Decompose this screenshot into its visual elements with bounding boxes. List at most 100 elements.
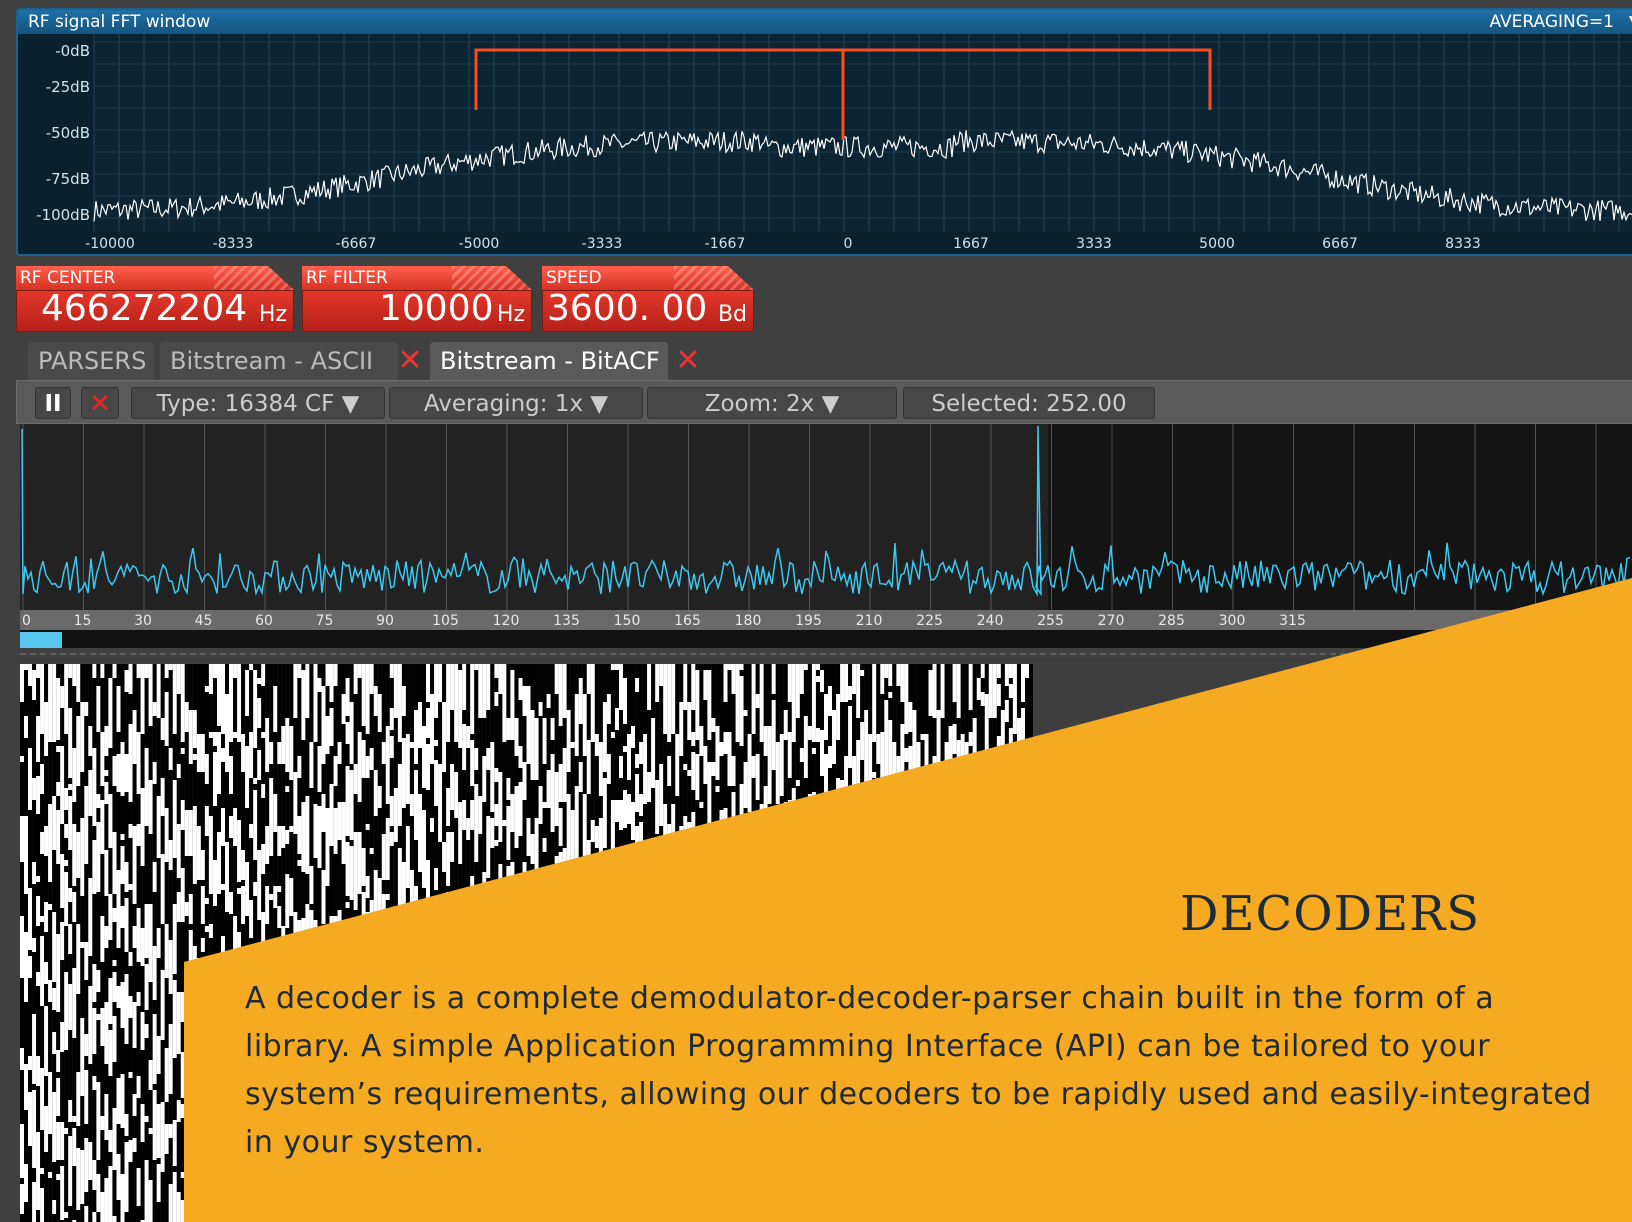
bitmap-cell <box>397 826 402 848</box>
bitmap-cell <box>28 810 32 888</box>
bitmap-cell <box>627 922 631 984</box>
bitmap-cell <box>848 768 853 814</box>
bitmap-cell <box>401 1040 406 1086</box>
bitmap-cell <box>984 864 989 894</box>
bitmap-cell <box>188 1114 193 1168</box>
bitmap-cell <box>731 952 736 966</box>
tab-parsers[interactable]: PARSERS <box>28 342 154 380</box>
bitmap-cell <box>221 998 225 1020</box>
bitmap-cell <box>747 734 752 812</box>
bitmap-cell <box>44 984 49 1006</box>
bitmap-cell <box>357 1110 362 1156</box>
bitmap-cell <box>534 880 539 894</box>
bitmap-cell <box>743 762 748 808</box>
type-dropdown[interactable]: Type: 16384 CF ▼ <box>131 387 385 419</box>
bitmap-cell <box>405 826 410 888</box>
bitmap-cell <box>32 670 37 700</box>
bitmap-cell <box>104 1140 109 1178</box>
tab-bitstream-bitacf[interactable]: Bitstream - BitACF <box>430 342 668 380</box>
bitmap-cell <box>345 902 350 908</box>
bitmap-cell <box>610 854 615 908</box>
bitmap-cell <box>623 1090 627 1136</box>
bitmap-cell <box>365 996 370 1026</box>
bitmap-cell <box>285 792 290 830</box>
bitmap-cell <box>80 896 85 942</box>
stop-button[interactable]: ✕ <box>81 387 119 419</box>
bitmap-cell <box>743 996 748 1002</box>
bitmap-cell <box>92 1054 97 1076</box>
bitmap-cell <box>333 664 338 686</box>
bitmap-cell <box>892 1138 897 1168</box>
bitmap-cell <box>703 664 708 670</box>
bitmap-cell <box>40 1188 45 1222</box>
bitmap-cell <box>385 998 390 1004</box>
rf-center-readout[interactable]: RF CENTER 466272204 Hz <box>16 266 294 332</box>
speed-readout[interactable]: SPEED 3600. 00 Bd <box>542 266 754 332</box>
tab-bitstream-ascii[interactable]: Bitstream - ASCII <box>160 342 398 380</box>
bitmap-cell <box>627 824 631 862</box>
bitmap-cell <box>261 738 266 784</box>
bitmap-cell <box>763 948 768 994</box>
bitmap-cell <box>558 986 563 992</box>
bitmap-cell <box>329 1162 334 1222</box>
bitmap-cell <box>168 994 173 1024</box>
rf-filter-readout[interactable]: RF FILTER 10000 Hz <box>302 266 532 332</box>
bitmap-cell <box>928 1112 933 1118</box>
fft-averaging-dropdown[interactable]: AVERAGING=1 ▼ <box>1489 10 1632 34</box>
pause-button[interactable]: II <box>35 387 71 419</box>
bitmap-cell <box>976 982 981 1012</box>
bitmap-cell <box>996 780 1001 850</box>
bitmap-cell <box>908 1136 913 1198</box>
bitmap-cell <box>602 968 607 1022</box>
bitmap-cell <box>349 936 354 942</box>
bitmap-cell <box>325 1116 330 1130</box>
bitmap-cell <box>538 950 543 956</box>
bitmap-cell <box>635 812 640 826</box>
close-icon[interactable]: ✕ <box>675 343 701 378</box>
bitmap-cell <box>1004 946 1009 1016</box>
bitmap-cell <box>418 794 422 872</box>
bitmap-cell <box>136 992 141 1006</box>
averaging-dropdown[interactable]: Averaging: 1x ▼ <box>389 387 643 419</box>
bitmap-cell <box>132 904 137 926</box>
fft-plot-background <box>94 34 1632 232</box>
bitmap-cell <box>385 900 390 914</box>
bitmap-cell <box>426 790 430 860</box>
fft-spectrum-plot[interactable]: -10000 -8333 -6667 -5000 -3333 -1667 0 1667 3333… <box>18 34 1632 256</box>
bitmap-cell <box>297 678 302 756</box>
bitmap-cell <box>124 792 129 862</box>
bitmap-cell <box>1025 748 1029 826</box>
bitmap-cell <box>180 1104 185 1118</box>
bitmap-cell <box>88 770 93 816</box>
bitmap-cell <box>566 794 571 872</box>
bitmap-cell <box>152 716 157 762</box>
bitmap-cell <box>864 1060 869 1082</box>
bitacf-plot[interactable]: 0 15 30 45 60 75 90 105 120 135 150 165 180 195 210 225… <box>20 424 1632 1222</box>
bitmap-cell <box>1029 1028 1033 1090</box>
bitmap-cell <box>486 710 491 748</box>
zoom-dropdown[interactable]: Zoom: 2x ▼ <box>647 387 897 419</box>
bitmap-cell <box>176 1122 181 1192</box>
bitmap-cell <box>241 1068 246 1138</box>
bitmap-cell <box>478 902 483 916</box>
bitmap-cell <box>124 898 129 952</box>
bitmap-cell <box>663 1034 668 1064</box>
bitmap-cell <box>687 852 692 898</box>
bitmap-cell <box>924 664 929 734</box>
bitmap-cell <box>767 1062 772 1116</box>
bitmap-cell <box>389 1054 394 1060</box>
bitmap-cell <box>526 686 531 764</box>
bitmap-cell <box>369 694 374 748</box>
bitmap-cell <box>184 962 189 984</box>
bitmap-cell <box>514 664 519 718</box>
bitmap-cell <box>647 664 652 710</box>
bitmap-cell <box>168 670 173 748</box>
bitmap-cell <box>80 772 85 818</box>
bitmap-cell <box>860 898 865 928</box>
bitmap-cell <box>233 808 238 846</box>
bitmap-cell <box>864 1136 869 1142</box>
close-icon[interactable]: ✕ <box>397 343 423 378</box>
bitmap-cell <box>297 1110 302 1124</box>
bitmap-cell <box>1021 976 1025 1030</box>
bitmap-cell <box>956 916 961 930</box>
